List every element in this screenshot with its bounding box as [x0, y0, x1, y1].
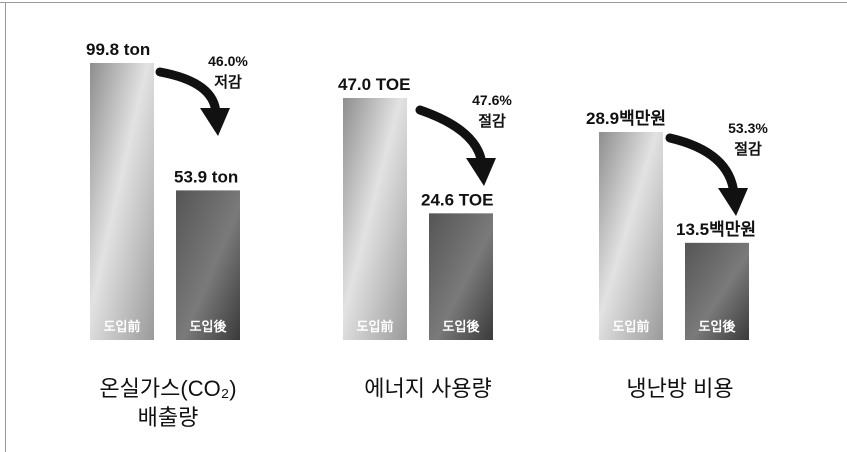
bar-before — [599, 132, 663, 340]
reduction-percent: 47.6% — [472, 92, 512, 108]
reduction-arrow-head — [718, 188, 748, 216]
bar-after — [176, 190, 240, 340]
frame-border-top — [0, 2, 847, 3]
bar-value-label: 47.0 TOE — [338, 75, 410, 94]
reduction-word: 절감 — [478, 112, 506, 130]
bar-after — [685, 242, 749, 340]
chart-title: 에너지 사용량 — [364, 376, 492, 401]
reduction-arrow-head — [200, 108, 230, 136]
reduction-percent: 53.3% — [728, 120, 768, 136]
bar-category-label: 도입後 — [699, 319, 737, 334]
bar-after — [429, 213, 493, 340]
reduction-arrow-shaft — [665, 133, 739, 199]
bar-category-label: 도입後 — [190, 319, 228, 334]
bar-category-label: 도입前 — [357, 319, 394, 334]
bar-before — [343, 98, 407, 340]
reduction-arrow-head — [466, 158, 496, 186]
chart-title: 온실가스(CO₂) — [99, 376, 236, 401]
reduction-arrow-shaft — [155, 67, 221, 119]
bar-before — [90, 63, 154, 340]
reduction-arrow-shaft — [415, 105, 487, 169]
chart-title: 배출량 — [138, 405, 199, 430]
frame-border-left — [5, 2, 6, 452]
bar-category-label: 도입前 — [613, 319, 650, 334]
bar-value-label: 13.5백만원 — [676, 220, 756, 239]
bar-value-label: 53.9 ton — [174, 167, 238, 186]
reduction-word: 절감 — [734, 140, 762, 158]
bar-category-label: 도입前 — [104, 319, 141, 334]
bar-value-label: 24.6 TOE — [421, 190, 493, 209]
chart-title: 냉난방 비용 — [626, 376, 733, 401]
reduction-word: 저감 — [214, 73, 242, 91]
bar-value-label: 99.8 ton — [86, 40, 150, 59]
bar-category-label: 도입後 — [443, 319, 481, 334]
reduction-percent: 46.0% — [208, 53, 248, 69]
bar-value-label: 28.9백만원 — [586, 109, 666, 128]
